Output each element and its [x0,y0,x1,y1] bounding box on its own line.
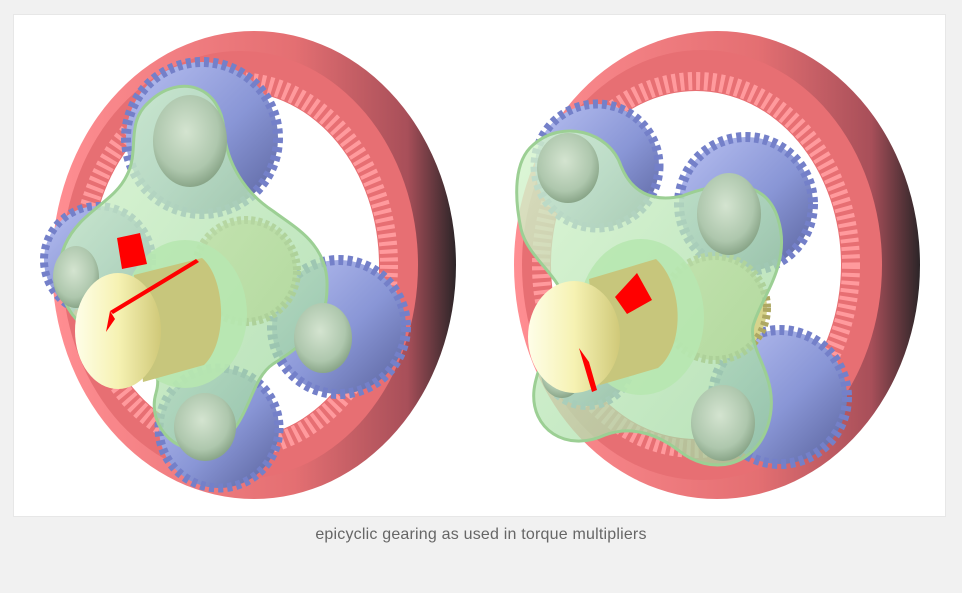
left-carrier-hole-bottom [174,393,236,461]
left-position-marker-line [110,259,199,314]
left-shaft-face [75,273,161,389]
figure-caption: epicyclic gearing as used in torque mult… [315,526,647,543]
left-carrier-hole-top [153,95,227,187]
right-carrier-hole-bottom-right [691,385,755,461]
right-carrier-hole-top-right [697,173,761,255]
right-shaft-face [528,281,620,393]
right-carrier-hole-top-left [537,133,599,203]
epicyclic-gearing-illustration [40,31,920,499]
left-carrier-hole-right [294,303,352,373]
right-planetary-gearset [514,31,920,499]
right-position-marker-face [579,348,597,392]
left-position-marker-face [106,311,115,332]
figure-image-frame [13,14,946,517]
left-position-marker-top [117,233,147,269]
left-planetary-gearset [40,31,456,499]
right-position-marker-top [615,273,652,314]
